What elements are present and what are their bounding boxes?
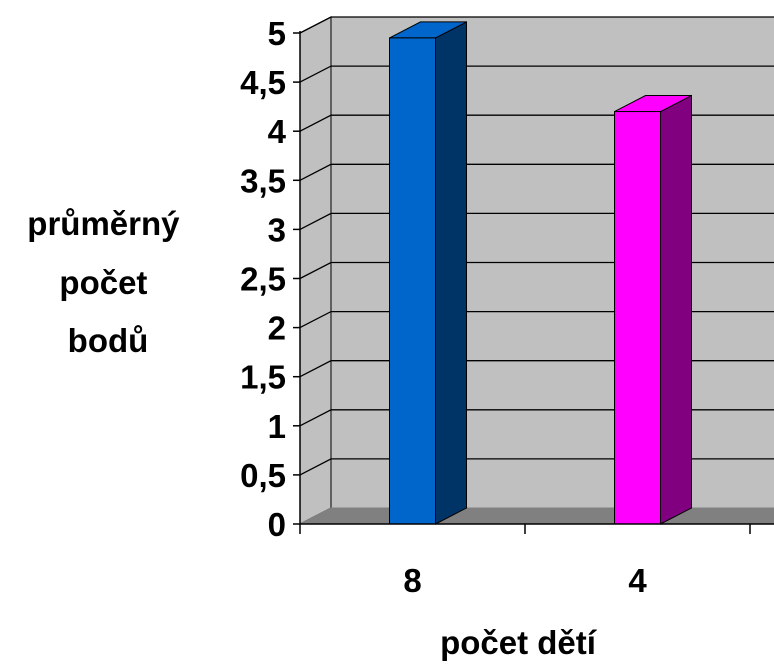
y-tick-label: 1,5 xyxy=(240,359,286,396)
y-tick-label: 1 xyxy=(268,408,286,445)
y-tick-label: 4,5 xyxy=(240,64,286,101)
axes xyxy=(293,31,774,534)
bar-front-face xyxy=(614,111,661,525)
y-tick-label: 4 xyxy=(268,113,287,150)
y-tick-label: 2 xyxy=(268,310,286,347)
y-axis-title-line-2: počet xyxy=(59,264,147,301)
bar-4 xyxy=(614,94,692,525)
y-axis-title-line-3: bodů xyxy=(68,322,149,359)
x-tick-label: 4 xyxy=(628,562,647,599)
y-tick-labels: 0 0,5 1 1,5 2 2,5 3 3,5 4 4,5 5 xyxy=(240,15,287,543)
y-tick-label: 5 xyxy=(268,15,286,52)
bars xyxy=(389,21,692,525)
bar-side-face xyxy=(660,94,692,525)
bar-side-face xyxy=(435,21,467,525)
chart-walls xyxy=(299,16,774,525)
x-tick-label: 8 xyxy=(403,562,421,599)
floor-fill xyxy=(300,508,774,524)
y-tick-label: 2,5 xyxy=(240,261,286,298)
y-tick-label: 0,5 xyxy=(240,457,286,494)
bar-8 xyxy=(389,21,467,525)
y-axis-title-line-1: průměrný xyxy=(27,205,180,242)
y-tick-label: 0 xyxy=(268,506,286,543)
x-axis-title: počet dětí xyxy=(440,624,598,661)
y-axis-title: průměrný počet bodů xyxy=(27,205,188,359)
bar-front-face xyxy=(389,37,436,525)
y-tick-label: 3,5 xyxy=(240,162,286,199)
gridline xyxy=(299,65,774,83)
gridline xyxy=(299,16,774,34)
y-tick-label: 3 xyxy=(268,211,286,248)
